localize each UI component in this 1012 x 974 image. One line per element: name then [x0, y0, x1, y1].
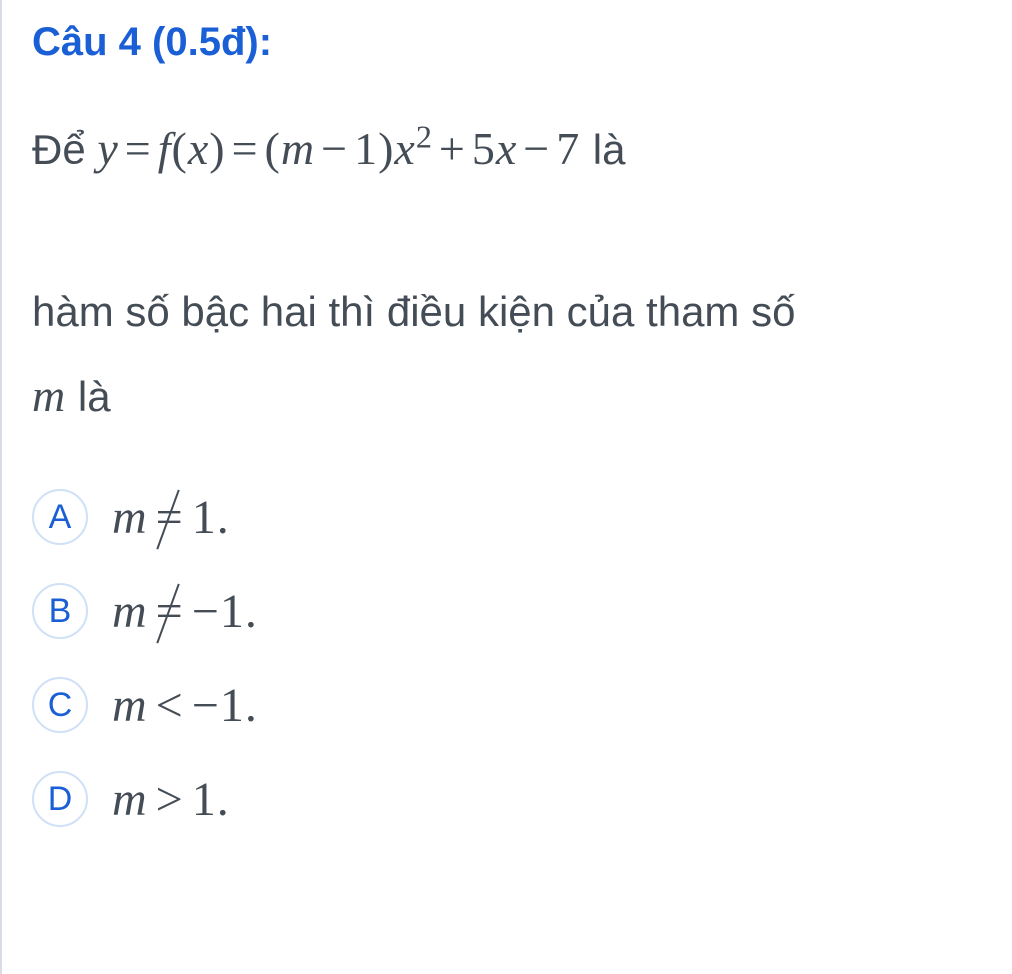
question-line3-suffix: là: [78, 373, 111, 420]
option-b[interactable]: B m=−1.: [32, 583, 982, 639]
question-line1-math: y=f(x)=(m−1)x2+5x−7: [97, 123, 592, 174]
question-line1-suffix: là: [593, 126, 626, 173]
question-header: Câu 4 (0.5đ):: [32, 20, 982, 65]
option-d-letter: D: [32, 771, 88, 827]
option-b-letter: B: [32, 583, 88, 639]
option-b-math: m=−1.: [112, 584, 258, 639]
option-c-letter: C: [32, 677, 88, 733]
option-c[interactable]: C m<−1.: [32, 677, 982, 733]
options-list: A m=1. B m=−1. C m<−1. D m>1.: [32, 489, 982, 827]
option-d[interactable]: D m>1.: [32, 771, 982, 827]
question-line3-var: m: [32, 370, 66, 421]
option-a-math: m=1.: [112, 490, 230, 545]
option-d-math: m>1.: [112, 772, 230, 827]
question-line1-prefix: Để: [32, 126, 97, 173]
question-body: Để y=f(x)=(m−1)x2+5x−7 là hàm số bậc hai…: [32, 105, 982, 439]
option-a[interactable]: A m=1.: [32, 489, 982, 545]
question-line2: hàm số bậc hai thì điều kiện của tham số: [32, 288, 795, 335]
option-a-letter: A: [32, 489, 88, 545]
option-c-math: m<−1.: [112, 678, 258, 733]
